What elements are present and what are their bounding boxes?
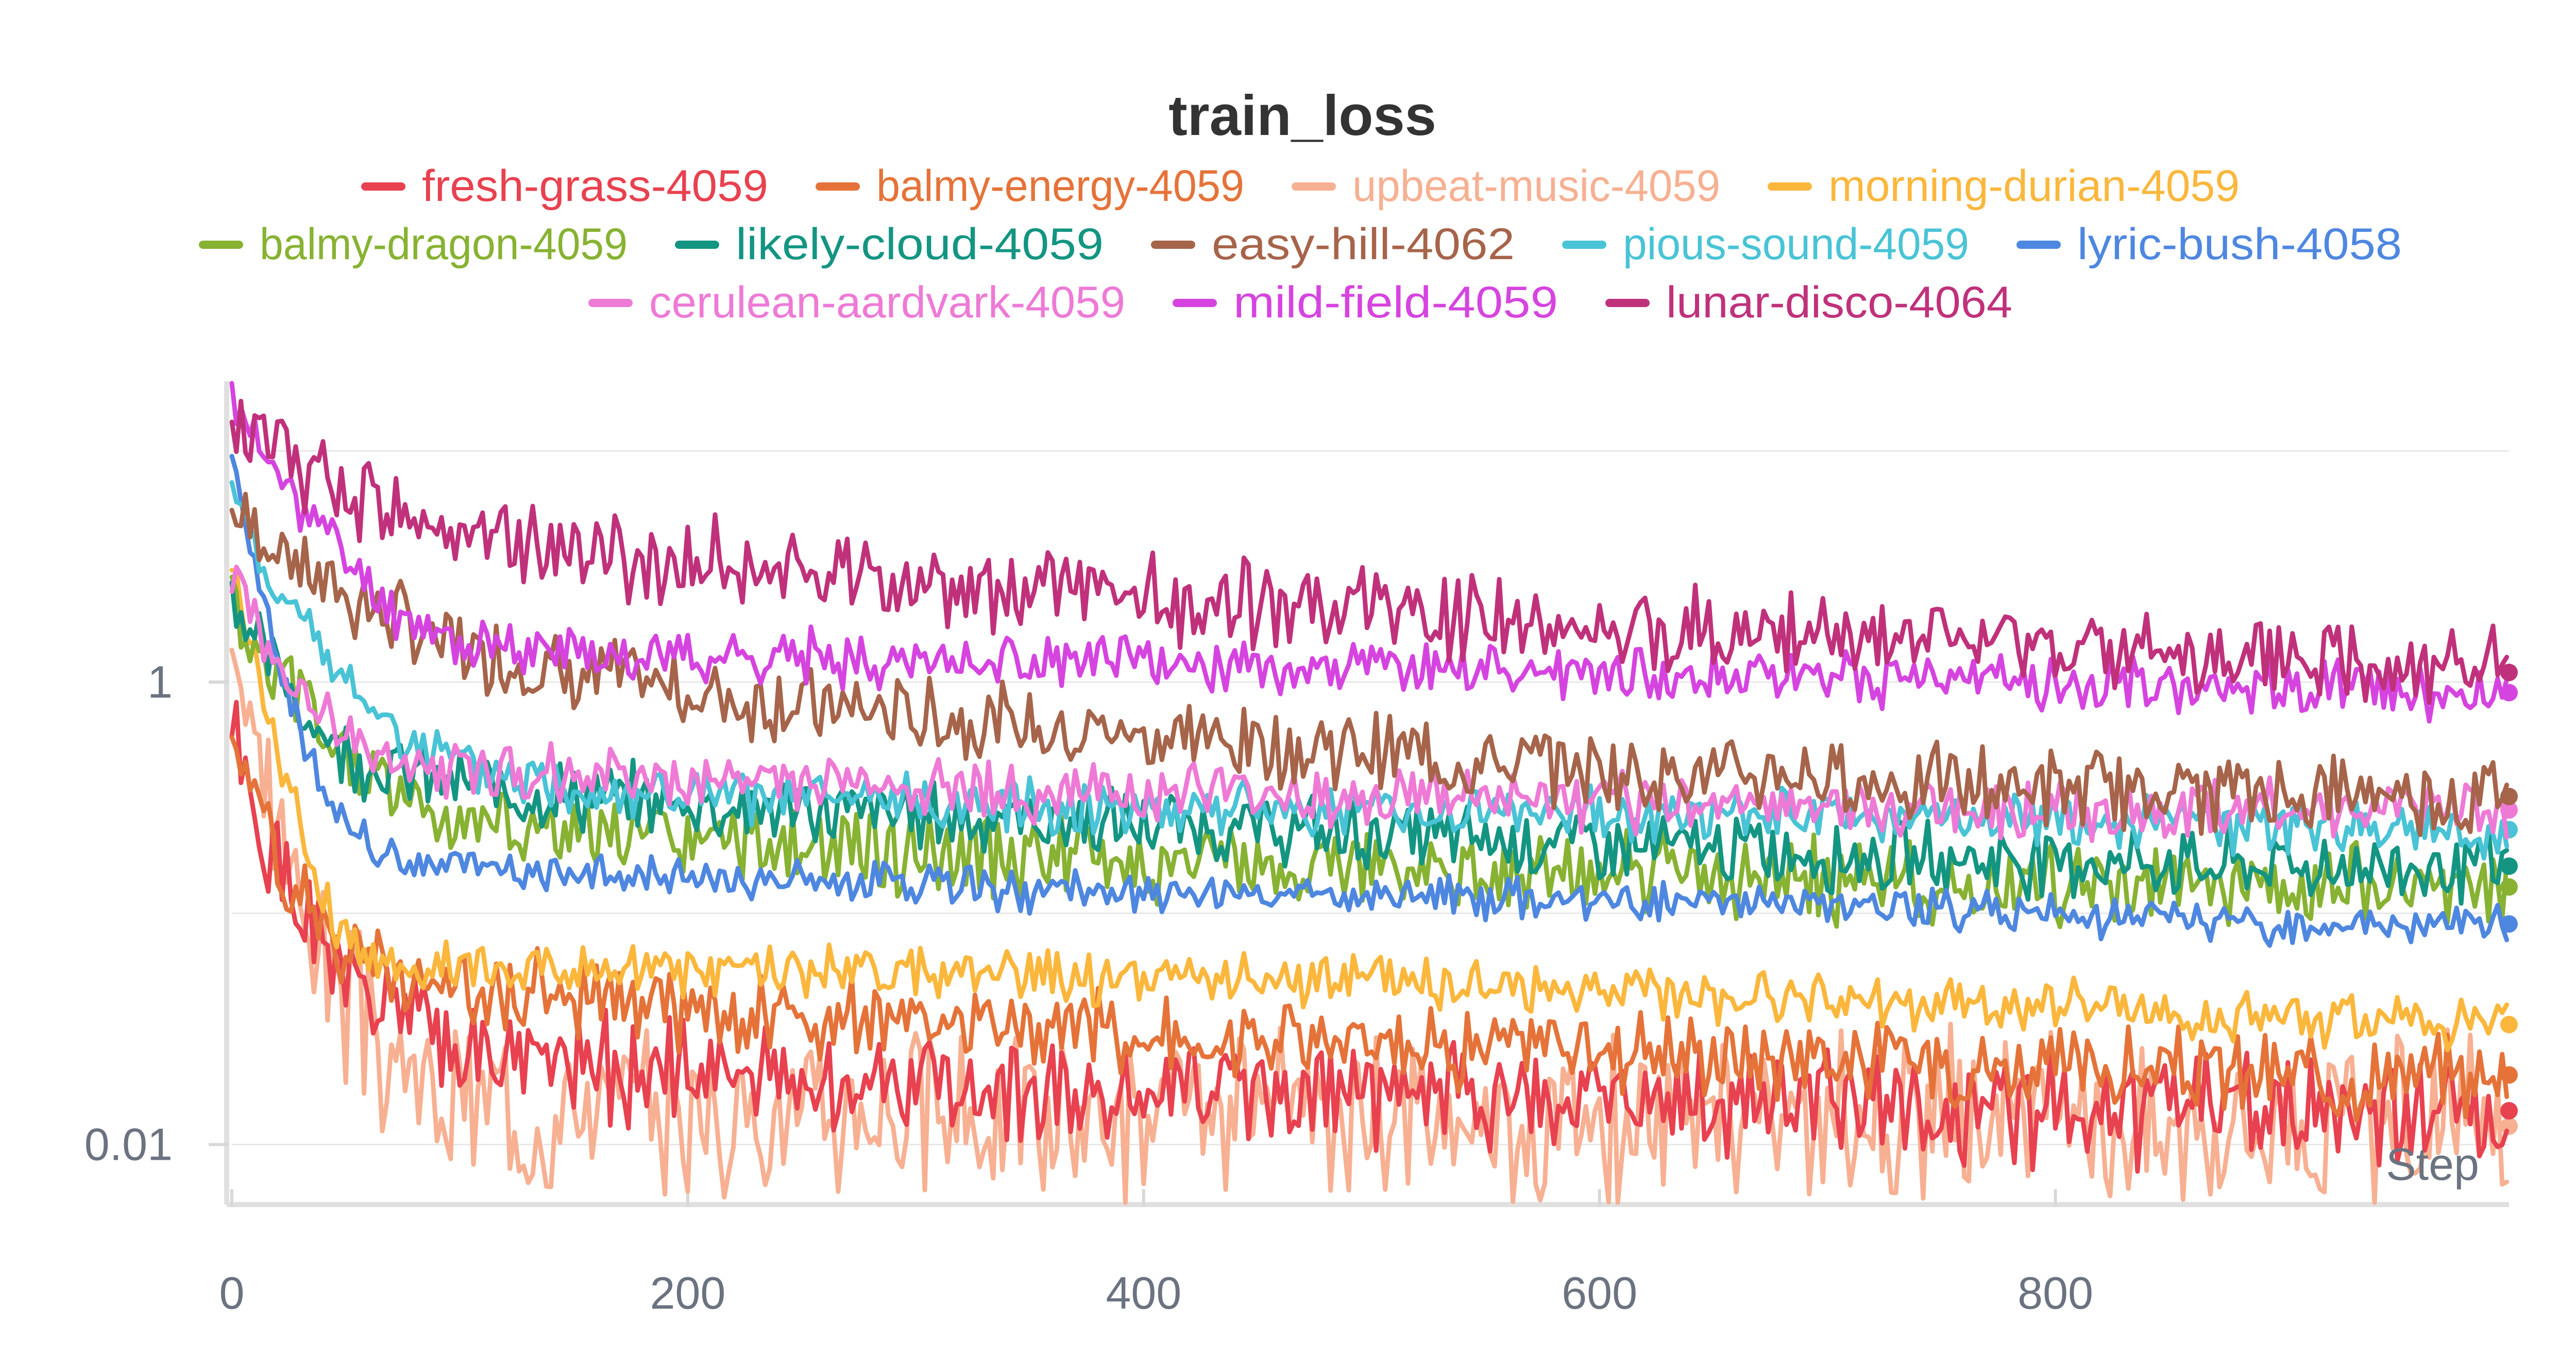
x-tick-label: 0 [219,1267,245,1318]
series-end-marker[interactable] [2500,1015,2518,1034]
series-line[interactable] [229,648,2510,1205]
series-end-marker[interactable] [2500,915,2518,933]
legend-item[interactable]: easy-hill-4062 [1151,219,1515,269]
legend-label: easy-hill-4062 [1212,219,1515,269]
series-end-marker[interactable] [2500,878,2518,896]
series-line[interactable] [229,381,2510,724]
series-line[interactable] [229,453,2510,948]
series-end-marker[interactable] [2500,857,2518,875]
legend-label: lyric-bush-4058 [2077,219,2402,269]
series-line[interactable] [229,700,2510,1174]
x-axis-title: Step [2386,1139,2479,1190]
series-end-marker[interactable] [2500,801,2518,819]
tick-marks: 0 200 400 600 800 1 0.01 [84,656,2093,1318]
series-line[interactable] [229,492,2510,837]
legend-label: fresh-grass-4059 [422,161,768,211]
series-end-marker[interactable] [2500,1102,2518,1120]
series-lines[interactable] [229,381,2518,1205]
series-line[interactable] [229,568,2510,1053]
legend-item[interactable]: lyric-bush-4058 [2016,219,2402,269]
series-end-marker[interactable] [2500,684,2518,702]
legend-label: morning-durian-4059 [1828,161,2240,211]
legend-label: balmy-dragon-4059 [260,219,628,269]
legend-label: upbeat-music-4059 [1352,161,1720,211]
legend-item[interactable]: morning-durian-4059 [1768,161,2240,211]
axes [224,381,2509,1207]
legend-label: balmy-energy-4059 [876,161,1244,211]
legend-item[interactable]: cerulean-aardvark-4059 [588,278,1125,327]
legend-item[interactable]: lunar-disco-4064 [1605,278,2012,327]
series-line[interactable] [229,580,2510,906]
legend[interactable]: fresh-grass-4059 balmy-energy-4059 upbeat-… [199,161,2402,327]
legend-item[interactable]: mild-field-4059 [1173,278,1558,327]
y-tick-label: 0.01 [84,1119,173,1170]
legend-item[interactable]: fresh-grass-4059 [361,161,768,211]
legend-label: mild-field-4059 [1233,278,1558,327]
series-end-marker[interactable] [2500,1117,2518,1135]
legend-label: likely-cloud-4059 [736,219,1104,269]
legend-label: cerulean-aardvark-4059 [649,278,1125,327]
series-end-marker[interactable] [2500,664,2518,682]
x-tick-label: 800 [2018,1267,2093,1318]
x-tick-label: 600 [1562,1267,1637,1318]
legend-item[interactable]: balmy-energy-4059 [816,161,1244,211]
y-tick-label: 1 [147,656,173,707]
series-line[interactable] [229,399,2510,705]
legend-label: lunar-disco-4064 [1666,278,2012,327]
legend-item[interactable]: balmy-dragon-4059 [199,219,628,269]
legend-item[interactable]: upbeat-music-4059 [1292,161,1720,211]
x-tick-label: 200 [650,1267,725,1318]
legend-item[interactable]: likely-cloud-4059 [675,219,1104,269]
legend-label: pious-sound-4059 [1623,219,1969,269]
series-end-marker[interactable] [2500,787,2518,805]
x-tick-label: 400 [1106,1267,1181,1318]
chart-title: train_loss [1168,84,1436,147]
legend-item[interactable]: pious-sound-4059 [1562,219,1969,269]
series-end-marker[interactable] [2500,1066,2518,1084]
